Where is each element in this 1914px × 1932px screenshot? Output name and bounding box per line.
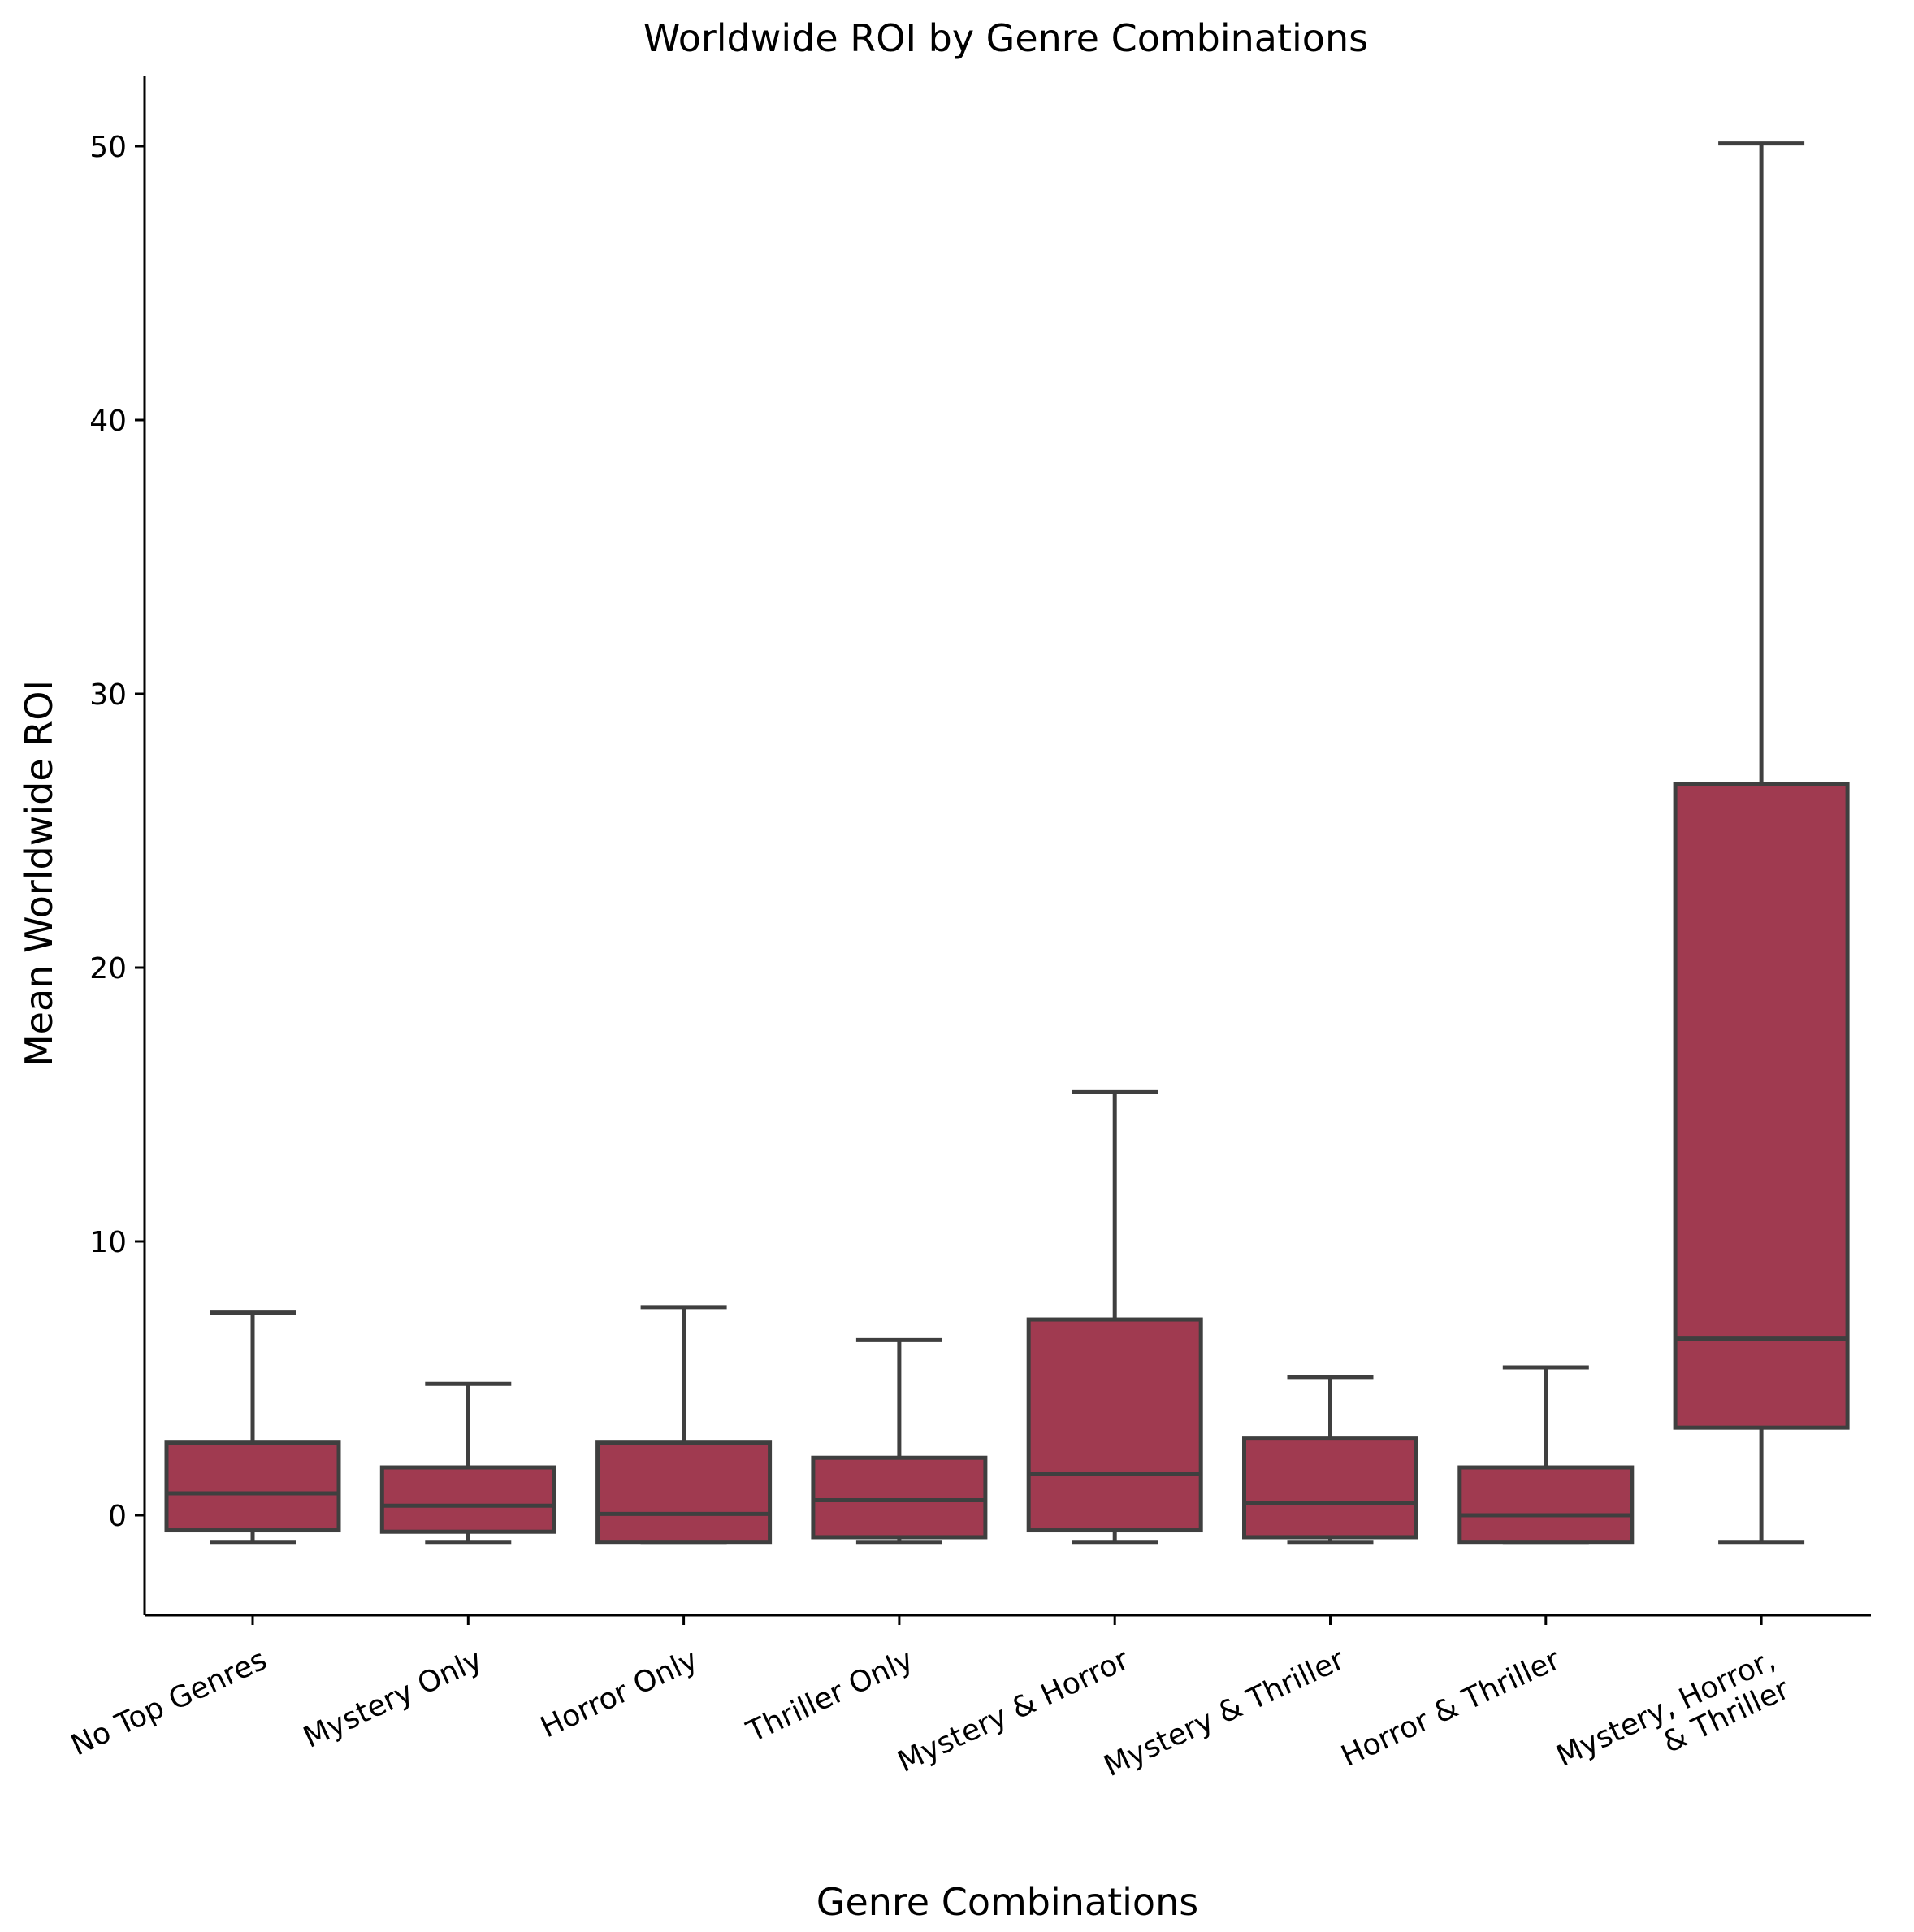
y-tick-label: 30 <box>89 678 127 712</box>
box-group <box>1242 1375 1418 1545</box>
x-tick-label: Horror & Thriller <box>1336 1643 1565 1773</box>
box-iqr <box>1242 1436 1418 1540</box>
x-tick-label-line: Thriller Only <box>741 1643 918 1749</box>
x-tick-label-line: No Top Genres <box>66 1643 271 1762</box>
y-axis-label: Mean Worldwide ROI <box>17 680 61 1067</box>
box-group <box>811 1337 988 1545</box>
y-tick-label: 10 <box>89 1226 127 1259</box>
x-tick-label-line: Mystery Only <box>298 1643 487 1754</box>
box-iqr <box>811 1455 988 1540</box>
box-iqr <box>379 1465 556 1534</box>
y-tick-label: 0 <box>108 1500 127 1533</box>
x-tick-label: Mystery Only <box>298 1643 487 1754</box>
boxes-layer <box>164 141 1850 1545</box>
box-iqr <box>1673 782 1850 1430</box>
x-tick-label: Horror Only <box>535 1643 703 1744</box>
x-axis-ticks: No Top Genres Mystery Only Horror Only Thri… <box>66 1615 1795 1803</box>
box-iqr <box>1026 1317 1203 1533</box>
box-group <box>1457 1365 1635 1545</box>
y-axis-ticks: 0 10 20 30 40 50 <box>89 131 145 1533</box>
box-group <box>164 1310 341 1545</box>
box-group <box>595 1305 773 1545</box>
y-tick-label: 20 <box>89 952 127 985</box>
y-tick-label: 50 <box>89 131 127 164</box>
box-group <box>1026 1089 1203 1545</box>
chart-title: Worldwide ROI by Genre Combinations <box>643 16 1368 60</box>
box-group <box>1673 141 1850 1545</box>
box-iqr <box>595 1440 773 1545</box>
box-group <box>379 1381 556 1545</box>
x-axis-label: Genre Combinations <box>816 1880 1198 1924</box>
x-tick-label-line: Mystery & Thriller <box>1099 1643 1349 1783</box>
x-tick-label-line: Mystery & Horror <box>893 1643 1134 1779</box>
x-tick-label: Mystery & Horror <box>893 1643 1134 1779</box>
x-tick-label: No Top Genres <box>66 1643 271 1762</box>
x-tick-label-line: Horror Only <box>535 1643 703 1744</box>
x-tick-label: Mystery & Thriller <box>1099 1643 1349 1783</box>
y-tick-label: 40 <box>89 405 127 438</box>
box-iqr <box>1457 1465 1635 1545</box>
box-iqr <box>164 1440 341 1533</box>
x-tick-label: Mystery, Horror,& Thriller <box>1552 1643 1795 1803</box>
x-tick-label: Thriller Only <box>741 1643 918 1749</box>
x-tick-label-line: Horror & Thriller <box>1336 1643 1565 1773</box>
